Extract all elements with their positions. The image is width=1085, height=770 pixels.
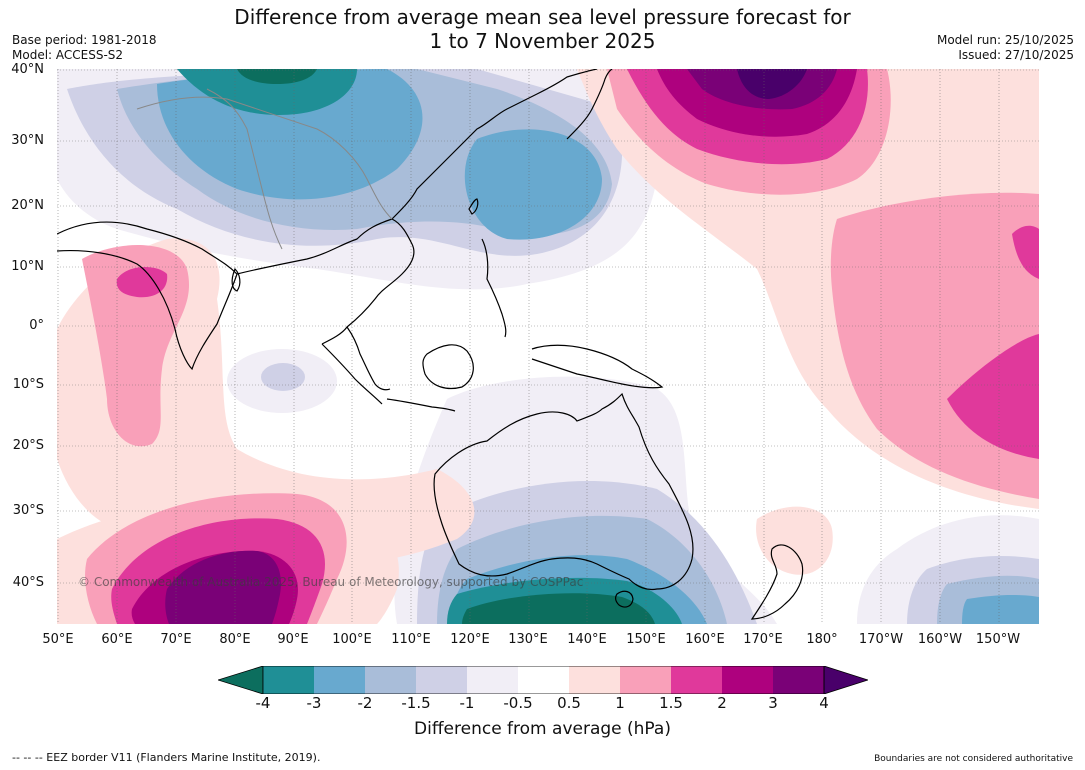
colorbar-tick-1.5: 1.5 <box>659 694 683 712</box>
coastline-sri-lanka <box>231 267 241 292</box>
colorbar-tick-1: 1 <box>615 694 625 712</box>
coastline-malay-peninsula <box>346 326 391 391</box>
lat-label-20n: 20°N <box>11 198 44 213</box>
eez-border-note: -- -- -- EEZ border V11 (Flanders Marine… <box>12 751 321 764</box>
model-run: Model run: 25/10/2025 <box>936 33 1074 47</box>
lon-label-170w: 170°W <box>858 632 904 647</box>
anomaly-region-blue-se <box>962 594 1039 624</box>
anomaly-region-blue-philippine-sea <box>464 129 602 240</box>
graticule <box>57 69 1039 624</box>
colorbar-tick-3: 3 <box>768 694 778 712</box>
map-title-line2: 1 to 7 November 2025 <box>429 29 656 53</box>
lon-label-110e: 110°E <box>391 632 431 647</box>
lat-label-40s: 40°S <box>12 575 44 590</box>
colorbar-title: Difference from average (hPa) <box>414 719 671 739</box>
lon-label-180: 180° <box>806 632 838 647</box>
anomaly-region-magenta-indian <box>116 267 168 298</box>
lon-label-70e: 70°E <box>160 632 192 647</box>
model-name: Model: ACCESS-S2 <box>12 48 124 62</box>
base-period: Base period: 1981-2018 <box>12 33 157 47</box>
coastline-china <box>391 69 598 220</box>
colorbar-frame <box>262 666 825 694</box>
lon-label-100e: 100°E <box>332 632 372 647</box>
border-south-asia <box>206 88 283 250</box>
boundaries-disclaimer: Boundaries are not considered authoritat… <box>874 754 1073 764</box>
issued-date: Issued: 27/10/2025 <box>958 48 1074 62</box>
lon-label-160w: 160°W <box>917 632 963 647</box>
lon-label-130e: 130°E <box>508 632 548 647</box>
coastline-new-guinea <box>531 344 664 389</box>
colorbar-segment-0.5-1 <box>569 666 620 694</box>
colorbar-segment-3-4 <box>773 666 824 694</box>
anomaly-region-dark-purple-south <box>165 550 281 624</box>
lon-label-170e: 170°E <box>743 632 783 647</box>
map-canvas <box>57 69 1039 624</box>
anomaly-region-teal-himalaya <box>177 69 357 115</box>
lat-label-30n: 30°N <box>11 133 44 148</box>
colorbar-segment-minus1.5-minus1 <box>416 666 467 694</box>
lon-label-150e: 150°E <box>626 632 666 647</box>
colorbar-segment-minus1-minus0.5 <box>467 666 518 694</box>
colorbar-tick-2: 2 <box>717 694 727 712</box>
lon-label-90e: 90°E <box>277 632 309 647</box>
colorbar-tick-minus1: -1 <box>459 694 475 712</box>
colorbar-tick-minus2: -2 <box>357 694 373 712</box>
coastline-india <box>57 221 238 371</box>
colorbar-segment-below-minus4 <box>218 666 264 694</box>
coastline-java <box>386 398 456 412</box>
colorbar-tick-minus1.5: -1.5 <box>401 694 431 712</box>
coastline-japan <box>566 69 613 140</box>
lat-label-10s: 10°S <box>12 377 44 392</box>
coastline-new-zealand <box>750 544 804 620</box>
coastline-sumatra <box>321 343 383 405</box>
lat-label-10n: 10°N <box>11 259 44 274</box>
anomaly-region-deep-purple-nw-pacific <box>737 69 807 99</box>
border-china-asia <box>136 96 393 220</box>
lon-label-50e: 50°E <box>42 632 74 647</box>
anomaly-region-light-pink-nz <box>756 506 833 575</box>
lon-label-60e: 60°E <box>101 632 133 647</box>
coastline-southeast-asia <box>236 218 415 345</box>
anomaly-region-magenta-central-pacific-lower <box>947 334 1039 459</box>
colorbar-tick-minus0.5: -0.5 <box>503 694 533 712</box>
colorbar-segment-2-3 <box>722 666 773 694</box>
coastline-australia <box>433 392 694 591</box>
colorbar-segment-1-1.5 <box>620 666 671 694</box>
colorbar-segment-minus3-minus2 <box>314 666 365 694</box>
colorbar <box>218 666 868 694</box>
anomaly-region-dark-teal-australia <box>462 593 655 624</box>
coastline-philippines <box>481 238 507 338</box>
anomaly-region-magenta-central-pacific-upper <box>1012 225 1039 279</box>
colorbar-tick-minus4: -4 <box>255 694 271 712</box>
lon-label-80e: 80°E <box>219 632 251 647</box>
colorbar-tick-0.5: 0.5 <box>557 694 581 712</box>
coastlines <box>57 69 804 620</box>
lon-label-150w: 150°W <box>975 632 1021 647</box>
colorbar-segment-minus2-minus1.5 <box>365 666 416 694</box>
colorbar-tick-minus3: -3 <box>306 694 322 712</box>
coastline-taiwan <box>468 198 479 215</box>
country-borders <box>136 88 393 250</box>
lat-label-40n: 40°N <box>11 62 44 77</box>
colorbar-segment-above-4 <box>823 666 868 694</box>
lon-label-160e: 160°E <box>685 632 725 647</box>
colorbar-tick-4: 4 <box>819 694 829 712</box>
lat-label-0: 0° <box>29 318 44 333</box>
colorbar-segment-neutral <box>518 666 569 694</box>
lon-label-140e: 140°E <box>567 632 607 647</box>
copyright-notice: © Commonwealth of Australia 2025, Bureau… <box>78 575 584 589</box>
colorbar-segment-1.5-2 <box>671 666 722 694</box>
map-title-line1: Difference from average mean sea level p… <box>234 5 851 29</box>
lat-label-30s: 30°S <box>12 503 44 518</box>
anomaly-region-dark-teal-himalaya <box>237 69 317 84</box>
coastline-borneo <box>422 344 474 390</box>
pressure-anomaly-map <box>57 69 1039 624</box>
colorbar-segment-minus4-minus3 <box>263 666 314 694</box>
anomaly-region-lilac-indian <box>261 363 305 391</box>
coastline-tasmania <box>615 590 634 608</box>
lon-label-120e: 120°E <box>450 632 490 647</box>
lat-label-20s: 20°S <box>12 438 44 453</box>
